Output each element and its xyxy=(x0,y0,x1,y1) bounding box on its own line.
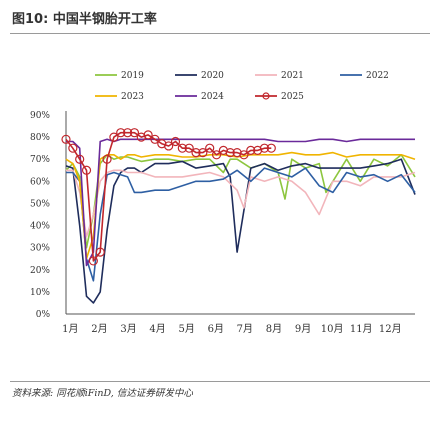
legend-label-2019: 2019 xyxy=(121,71,144,81)
x-tick-label: 4月 xyxy=(149,323,165,335)
series-point-2025 xyxy=(88,256,98,266)
x-tick-label: 5月 xyxy=(179,323,195,335)
series-line-2024 xyxy=(66,138,415,267)
legend-label-2020: 2020 xyxy=(201,71,224,81)
series-point-2025 xyxy=(225,147,235,158)
series-point-2025 xyxy=(184,143,194,153)
series-point-2025 xyxy=(102,154,112,164)
series-point-2025 xyxy=(122,128,133,138)
series-point-2025 xyxy=(68,143,78,153)
series-point-2025 xyxy=(266,143,276,153)
series-point-2025 xyxy=(164,141,174,151)
series-point-2025 xyxy=(129,128,140,138)
series-point-2025 xyxy=(109,132,119,142)
x-tick-label: 8月 xyxy=(266,323,282,335)
series-point-2025 xyxy=(81,165,92,175)
x-tick-label: 1月 xyxy=(62,323,78,335)
legend-label-2024: 2024 xyxy=(201,92,224,102)
x-tick-label: 10月 xyxy=(321,323,344,335)
x-tick-label: 9月 xyxy=(295,323,311,335)
x-tick-label: 12月 xyxy=(379,323,402,335)
series-point-2025 xyxy=(177,143,187,153)
legend-marker-2025 xyxy=(262,92,270,100)
series-line-2021 xyxy=(66,169,416,238)
series-point-2025 xyxy=(116,128,126,138)
y-tick-label: 10% xyxy=(30,288,50,298)
series-point-2025 xyxy=(75,154,85,164)
title-divider xyxy=(10,33,430,34)
series-point-2025 xyxy=(198,147,208,158)
y-tick-label: 30% xyxy=(30,244,50,254)
series-point-2025 xyxy=(259,143,270,153)
x-tick-label: 7月 xyxy=(237,323,253,335)
legend-label-2025: 2025 xyxy=(281,92,304,102)
x-tick-label: 11月 xyxy=(350,323,373,335)
series-point-2025 xyxy=(143,130,153,140)
legend-label-2022: 2022 xyxy=(366,71,389,81)
y-tick-label: 40% xyxy=(30,222,50,232)
series-point-2025 xyxy=(246,145,256,155)
series-point-2025 xyxy=(61,134,71,144)
series-line-2020 xyxy=(65,158,416,304)
series-point-2025 xyxy=(150,134,160,144)
legend-label-2023: 2023 xyxy=(121,92,144,102)
y-tick-label: 60% xyxy=(30,177,50,187)
source-divider xyxy=(10,381,430,382)
y-tick-label: 80% xyxy=(30,133,50,143)
x-tick-label: 3月 xyxy=(120,323,136,335)
series-point-2025 xyxy=(191,147,201,158)
y-tick-label: 70% xyxy=(30,155,50,165)
legend-label-2021: 2021 xyxy=(281,71,304,81)
x-tick-label: 2月 xyxy=(91,323,107,335)
series-line-2022 xyxy=(66,167,416,282)
y-tick-label: 0% xyxy=(36,310,51,320)
series-point-2025 xyxy=(170,136,181,147)
source-note: 资料来源: 同花顺iFinD, 信达证券研发中心 xyxy=(12,388,193,399)
series-point-2025 xyxy=(95,247,105,257)
series-line-2019 xyxy=(65,154,416,249)
series-point-2025 xyxy=(239,150,249,160)
x-tick-label: 6月 xyxy=(208,323,224,335)
series-point-2025 xyxy=(205,143,215,153)
series-line-2023 xyxy=(65,151,416,260)
line-chart: 0% 10% 20% 30% 40% 50% 60% 70% 80% 90% 1月 2月 3月 4月 5月 6… xyxy=(30,71,416,335)
figure-title: 图10: 中国半钢胎开工率 xyxy=(12,12,157,27)
y-tick-label: 50% xyxy=(30,199,50,209)
series-line-2025 xyxy=(65,131,272,262)
y-tick-label: 90% xyxy=(30,111,50,121)
series-point-2025 xyxy=(211,150,222,160)
y-tick-label: 20% xyxy=(30,266,50,276)
